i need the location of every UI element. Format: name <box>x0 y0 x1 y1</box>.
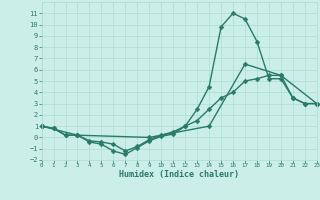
X-axis label: Humidex (Indice chaleur): Humidex (Indice chaleur) <box>119 170 239 179</box>
